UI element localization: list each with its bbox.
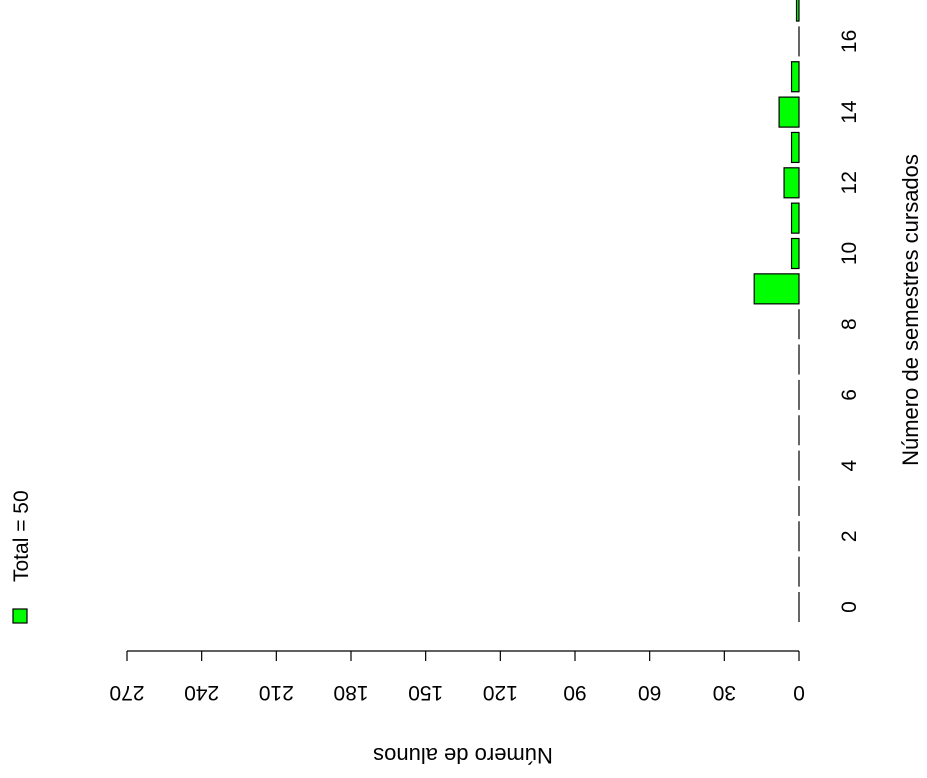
legend-swatch xyxy=(12,608,28,624)
count-tick-label-240: 240 xyxy=(184,681,219,704)
category-tick-label-16: 16 xyxy=(838,30,861,53)
bars-group xyxy=(753,0,800,305)
count-tick-label-270: 270 xyxy=(109,681,144,704)
count-tick-label-60: 60 xyxy=(638,681,661,704)
count-tick-label-0: 0 xyxy=(793,681,805,704)
legend: Total = 50 xyxy=(10,490,33,624)
category-tick-labels: 0 2 4 6 8 10 12 14 16 xyxy=(838,30,861,613)
bar-semester-15 xyxy=(790,61,800,93)
bar-semester-12 xyxy=(783,167,800,199)
y-axis-title: Número de alunos xyxy=(373,743,553,768)
category-tick-label-14: 14 xyxy=(838,100,861,124)
category-tick-label-0: 0 xyxy=(838,601,861,613)
count-tick-label-180: 180 xyxy=(333,681,368,704)
count-tick-label-120: 120 xyxy=(483,681,518,704)
bar-semester-9 xyxy=(753,273,800,305)
legend-label: Total = 50 xyxy=(10,490,33,582)
count-tick-label-30: 30 xyxy=(713,681,736,704)
category-tick-label-12: 12 xyxy=(838,171,861,194)
bar-semester-17 xyxy=(795,0,800,22)
count-axis: 0 30 60 90 120 150 180 210 240 270 xyxy=(109,650,805,704)
count-tick-label-90: 90 xyxy=(563,681,586,704)
count-tick-label-150: 150 xyxy=(408,681,443,704)
count-tick-label-210: 210 xyxy=(259,681,294,704)
x-axis-title: Número de semestres cursados xyxy=(898,154,923,466)
bar-semester-13 xyxy=(790,131,800,164)
category-tick-label-8: 8 xyxy=(838,318,861,330)
category-tick-label-6: 6 xyxy=(838,389,861,401)
category-tick-label-10: 10 xyxy=(838,242,861,265)
category-tick-label-2: 2 xyxy=(838,530,861,542)
bar-semester-11 xyxy=(790,202,800,234)
bar-semester-10 xyxy=(790,237,800,270)
bar-semester-14 xyxy=(778,96,800,128)
category-tick-label-4: 4 xyxy=(838,459,861,471)
